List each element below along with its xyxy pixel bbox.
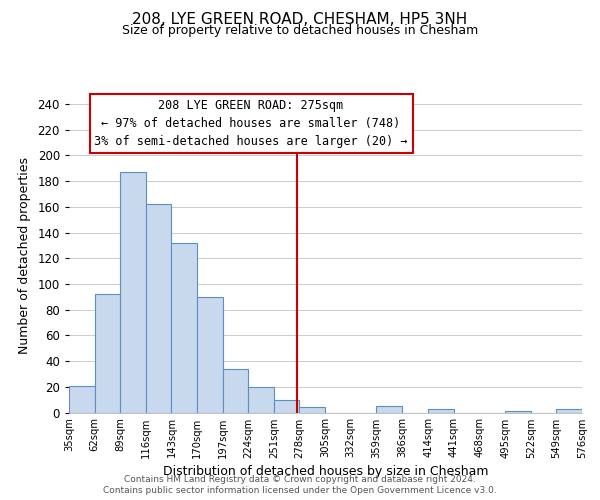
Bar — [120, 172, 146, 412]
Bar — [223, 369, 248, 412]
Bar — [299, 408, 325, 412]
Bar — [248, 387, 274, 412]
Text: Size of property relative to detached houses in Chesham: Size of property relative to detached ho… — [122, 24, 478, 37]
Bar — [428, 408, 454, 412]
Bar — [197, 297, 223, 412]
Text: Contains public sector information licensed under the Open Government Licence v3: Contains public sector information licen… — [103, 486, 497, 495]
Bar — [274, 400, 299, 412]
Bar — [95, 294, 120, 412]
Bar — [376, 406, 402, 412]
Bar — [69, 386, 95, 412]
X-axis label: Distribution of detached houses by size in Chesham: Distribution of detached houses by size … — [163, 464, 488, 477]
Bar — [146, 204, 172, 412]
Text: 208 LYE GREEN ROAD: 275sqm
← 97% of detached houses are smaller (748)
3% of semi: 208 LYE GREEN ROAD: 275sqm ← 97% of deta… — [94, 99, 408, 148]
Bar — [505, 411, 531, 412]
Text: Contains HM Land Registry data © Crown copyright and database right 2024.: Contains HM Land Registry data © Crown c… — [124, 475, 476, 484]
Bar — [172, 243, 197, 412]
Bar — [556, 408, 582, 412]
Text: 208, LYE GREEN ROAD, CHESHAM, HP5 3NH: 208, LYE GREEN ROAD, CHESHAM, HP5 3NH — [133, 12, 467, 28]
Y-axis label: Number of detached properties: Number of detached properties — [17, 156, 31, 354]
